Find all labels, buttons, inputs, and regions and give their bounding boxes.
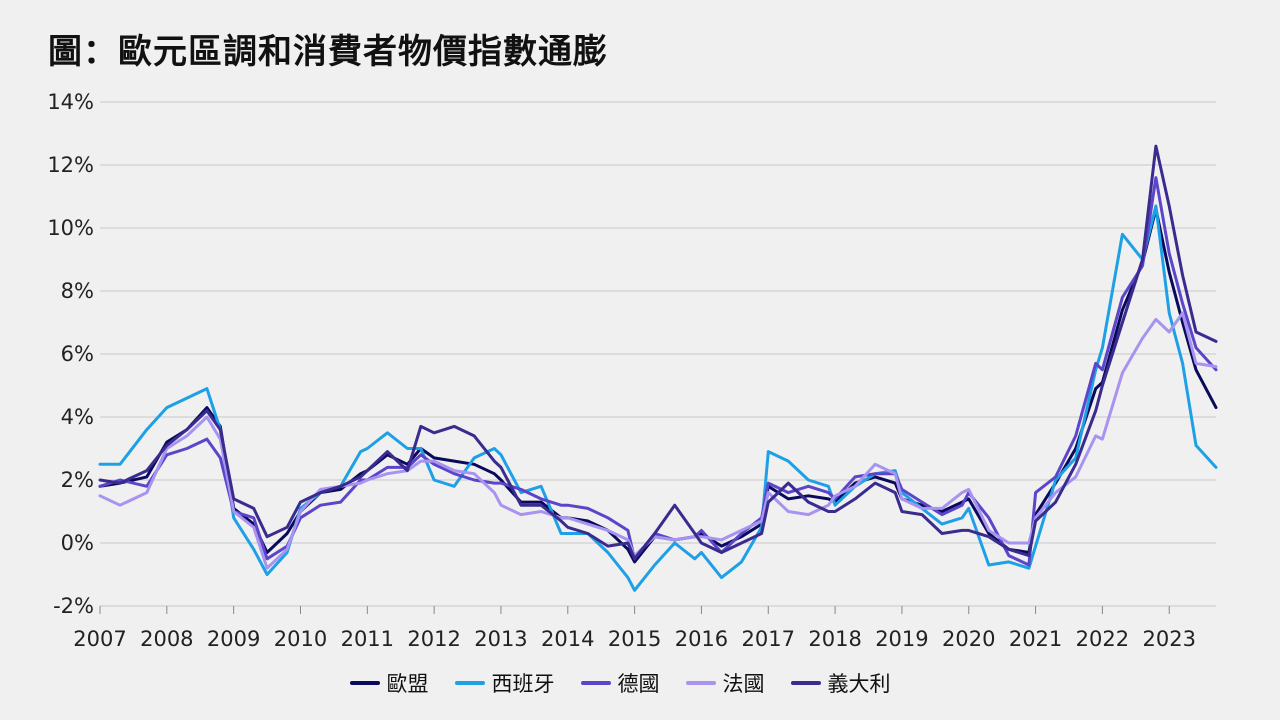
- legend-swatch: [685, 681, 716, 685]
- grid-lines: [100, 101, 1216, 607]
- x-tick-label: 2020: [942, 627, 995, 651]
- x-tick-label: 2023: [1142, 627, 1195, 651]
- y-tick-label: 12%: [47, 153, 94, 177]
- x-tick-label: 2011: [341, 627, 394, 651]
- legend-label: 法國: [722, 672, 765, 696]
- legend-item: 義大利: [790, 668, 891, 698]
- y-tick-label: 6%: [61, 342, 94, 366]
- series-line-3: [98, 311, 1218, 570]
- x-tick-label: 2013: [474, 627, 527, 651]
- series-lines: [98, 144, 1218, 592]
- legend-label: 西班牙: [491, 672, 555, 696]
- series-line-1: [98, 204, 1218, 592]
- legend-swatch: [454, 681, 485, 685]
- legend-swatch: [349, 681, 380, 685]
- y-tick-label: 8%: [61, 279, 94, 303]
- y-tick-label: 4%: [61, 405, 94, 429]
- y-tick-label: 0%: [61, 531, 94, 555]
- legend-item: 法國: [685, 668, 765, 698]
- x-tick-label: 2015: [608, 627, 661, 651]
- x-tick-label: 2010: [274, 627, 327, 651]
- y-tick-label: 10%: [47, 216, 94, 240]
- x-axis-ticks: 2007 2008 2009 2010 2011 2012 2013 2014 2015 2016…: [73, 606, 1196, 651]
- x-tick-label: 2009: [207, 627, 260, 651]
- y-tick-label: 2%: [61, 468, 94, 492]
- legend-label: 德國: [617, 672, 660, 696]
- legend: 歐盟 西班牙 德國 法國 義大利: [0, 668, 1240, 698]
- y-tick-label: 14%: [47, 90, 94, 114]
- x-tick-label: 2019: [875, 627, 928, 651]
- chart-title: 圖：歐元區調和消費者物價指數通膨: [48, 32, 608, 72]
- legend-item: 歐盟: [349, 668, 429, 698]
- legend-item: 德國: [580, 668, 660, 698]
- x-tick-label: 2007: [73, 627, 126, 651]
- x-tick-label: 2017: [742, 627, 795, 651]
- legend-swatch: [580, 681, 611, 685]
- y-tick-label: -2%: [53, 594, 94, 618]
- x-tick-label: 2008: [140, 627, 193, 651]
- x-tick-label: 2012: [407, 627, 460, 651]
- y-axis-ticks: -2% 0% 2% 4% 6% 8% 10% 12% 14%: [47, 90, 94, 618]
- legend-item: 西班牙: [454, 668, 555, 698]
- x-tick-label: 2022: [1076, 627, 1129, 651]
- legend-label: 歐盟: [386, 672, 429, 696]
- x-tick-label: 2016: [675, 627, 728, 651]
- line-chart: -2%0%2%4%6%8%10%12%14% 2007 2008 2009 2010 2…: [47, 90, 1218, 651]
- x-tick-label: 2014: [541, 627, 594, 651]
- legend-swatch: [790, 681, 821, 685]
- series-line-4: [98, 144, 1218, 561]
- x-tick-label: 2021: [1009, 627, 1062, 651]
- legend-label: 義大利: [827, 672, 891, 696]
- x-tick-label: 2018: [808, 627, 861, 651]
